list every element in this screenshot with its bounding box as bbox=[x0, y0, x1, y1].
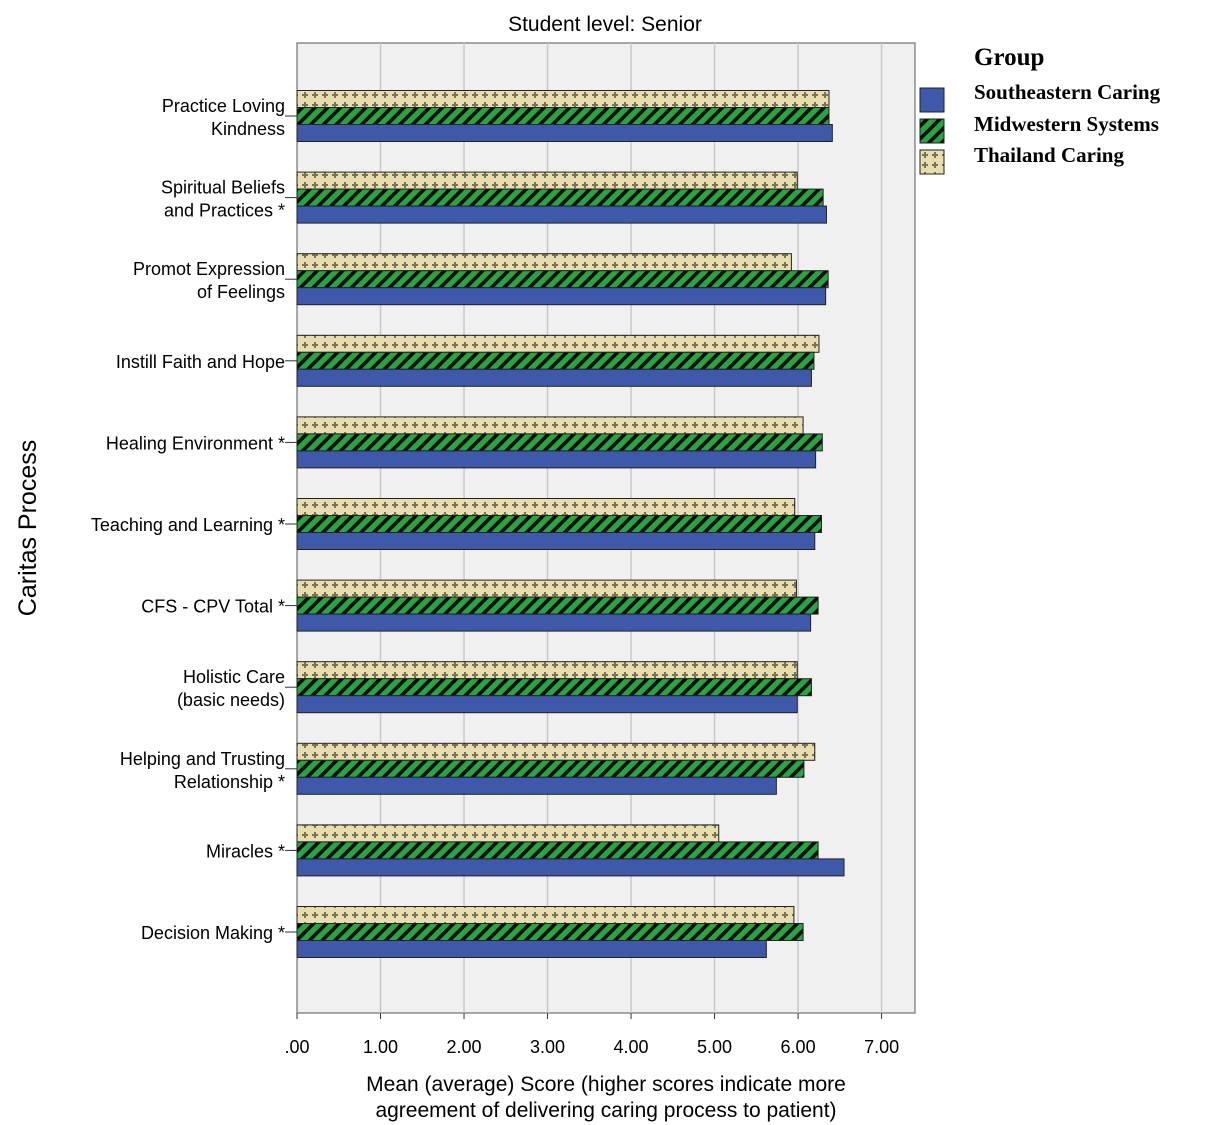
bar-midwestern-systems bbox=[296, 351, 815, 370]
legend-item-thailand: Thailand Caring bbox=[974, 143, 1124, 167]
bar-southeastern-caring bbox=[296, 368, 812, 387]
category-label: Practice Loving bbox=[162, 96, 285, 116]
category-label: Teaching and Learning * bbox=[91, 515, 285, 535]
x-tick-label: 1.00 bbox=[363, 1037, 398, 1057]
bar-midwestern-systems bbox=[296, 923, 804, 941]
x-axis-label-line-1: Mean (average) Score (higher scores indi… bbox=[366, 1073, 846, 1096]
bars bbox=[296, 90, 845, 958]
bar-midwestern-systems bbox=[296, 759, 805, 778]
bar-thailand-caring bbox=[296, 661, 798, 680]
category-label: CFS - CPV Total * bbox=[141, 597, 285, 617]
x-tick-label: 5.00 bbox=[697, 1037, 732, 1057]
bar-midwestern-systems bbox=[296, 678, 812, 697]
category-labels: Practice Loving Kindness Spiritual Beliefs… bbox=[91, 96, 297, 943]
category-label: Healing Environment * bbox=[106, 433, 285, 453]
x-tick-label: 7.00 bbox=[864, 1037, 899, 1057]
bar-southeastern-caring bbox=[296, 450, 817, 469]
legend-swatch-southeastern-caring bbox=[919, 87, 945, 113]
x-axis-label-line-2: agreement of delivering caring process t… bbox=[375, 1099, 836, 1122]
bar-midwestern-systems bbox=[296, 270, 829, 289]
category-label: Promot Expression bbox=[133, 259, 285, 279]
bar-thailand-caring bbox=[296, 416, 804, 435]
category-label: of Feelings bbox=[197, 282, 285, 302]
category-label: Instill Faith and Hope bbox=[116, 352, 285, 372]
x-tick-label: 3.00 bbox=[530, 1037, 565, 1057]
x-tick-label: 2.00 bbox=[447, 1037, 482, 1057]
bar-thailand-caring bbox=[296, 579, 797, 598]
bar-thailand-caring bbox=[296, 334, 820, 353]
bar-midwestern-systems bbox=[296, 841, 819, 860]
category-label: Spiritual Beliefs bbox=[161, 178, 285, 198]
legend-swatch-thailand-caring bbox=[919, 149, 945, 175]
category-label: Helping and Trusting bbox=[120, 749, 285, 769]
bar-southeastern-caring bbox=[296, 695, 798, 714]
x-tick-label: 6.00 bbox=[781, 1037, 816, 1057]
legend-title: Group bbox=[974, 44, 1045, 71]
y-axis-label: Caritas Process bbox=[14, 440, 42, 616]
bar-midwestern-systems bbox=[296, 433, 823, 452]
bar-southeastern-caring bbox=[296, 940, 767, 958]
category-label: Kindness bbox=[211, 119, 285, 139]
category-label: Holistic Care bbox=[183, 667, 285, 687]
x-tick-label: .00 bbox=[284, 1037, 309, 1057]
bar-southeastern-caring bbox=[296, 858, 845, 877]
bar-thailand-caring bbox=[296, 824, 720, 843]
legend-item-southeastern: Southeastern Caring bbox=[974, 80, 1161, 104]
category-label: Miracles * bbox=[206, 841, 285, 861]
legend-swatches bbox=[919, 87, 945, 175]
bar-southeastern-caring bbox=[296, 124, 833, 142]
bar-midwestern-systems bbox=[296, 596, 819, 615]
chart-title: Student level: Senior bbox=[508, 13, 702, 36]
legend-item-midwestern: Midwestern Systems bbox=[974, 112, 1159, 136]
bar-southeastern-caring bbox=[296, 205, 827, 224]
bar-thailand-caring bbox=[296, 90, 830, 108]
bar-thailand-caring bbox=[296, 253, 792, 272]
bar-midwestern-systems bbox=[296, 107, 830, 125]
bar-thailand-caring bbox=[296, 906, 795, 924]
category-label: (basic needs) bbox=[177, 690, 285, 710]
bar-midwestern-systems bbox=[296, 515, 822, 533]
x-tick-label: 4.00 bbox=[614, 1037, 649, 1057]
bar-midwestern-systems bbox=[296, 188, 824, 207]
category-label: Relationship * bbox=[174, 772, 285, 792]
legend-swatch-midwestern-systems bbox=[919, 118, 945, 144]
bar-southeastern-caring bbox=[296, 287, 827, 306]
bar-thailand-caring bbox=[296, 171, 798, 190]
category-label: Decision Making * bbox=[141, 923, 285, 943]
bar-southeastern-caring bbox=[296, 613, 812, 632]
x-tick-labels: .00 1.00 2.00 3.00 4.00 5.00 6.00 7.00 bbox=[284, 1013, 899, 1057]
bar-thailand-caring bbox=[296, 498, 796, 516]
bar-southeastern-caring bbox=[296, 776, 777, 795]
category-label: and Practices * bbox=[164, 201, 285, 221]
bar-southeastern-caring bbox=[296, 532, 816, 550]
bar-thailand-caring bbox=[296, 742, 816, 761]
